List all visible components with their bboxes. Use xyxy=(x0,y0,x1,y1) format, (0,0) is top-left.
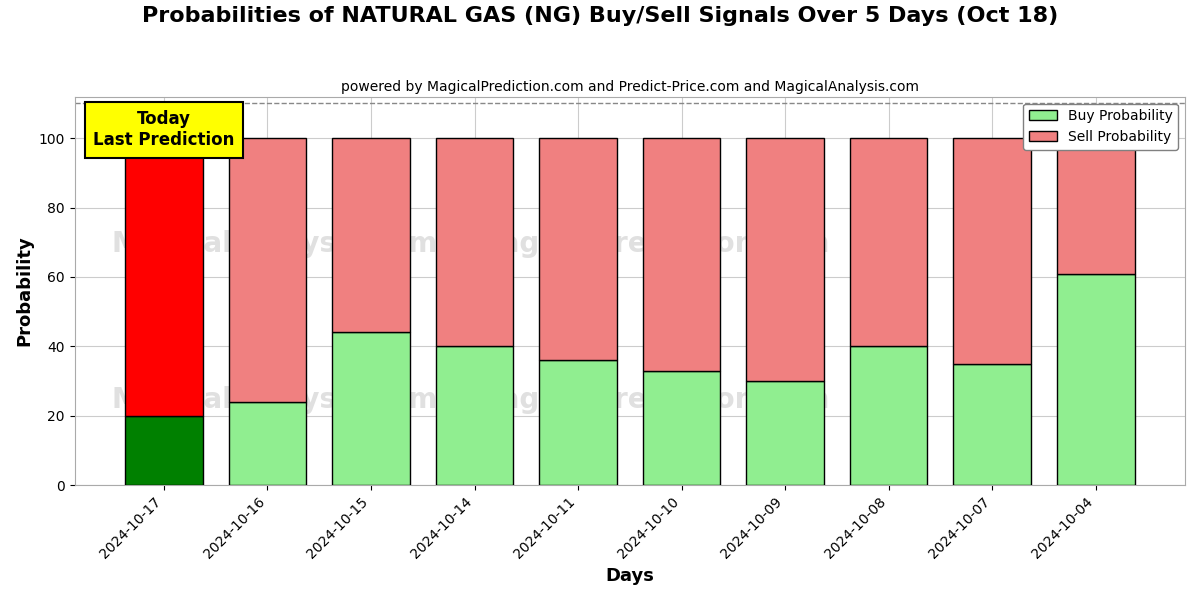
Bar xyxy=(436,346,514,485)
Bar xyxy=(332,138,410,332)
Bar xyxy=(332,332,410,485)
Bar xyxy=(436,138,514,346)
Text: MagicalPrediction.com: MagicalPrediction.com xyxy=(474,230,830,258)
Title: powered by MagicalPrediction.com and Predict-Price.com and MagicalAnalysis.com: powered by MagicalPrediction.com and Pre… xyxy=(341,80,919,94)
Text: MagicalAnalysis.com: MagicalAnalysis.com xyxy=(112,386,438,413)
X-axis label: Days: Days xyxy=(605,567,654,585)
Bar xyxy=(539,360,617,485)
Bar xyxy=(643,138,720,371)
Bar xyxy=(850,346,928,485)
Bar xyxy=(746,381,824,485)
Bar xyxy=(125,138,203,416)
Bar xyxy=(539,138,617,360)
Bar xyxy=(643,371,720,485)
Bar xyxy=(1057,138,1134,274)
Bar xyxy=(746,138,824,381)
Bar xyxy=(229,138,306,402)
Text: MagicalAnalysis.com: MagicalAnalysis.com xyxy=(112,230,438,258)
Text: MagicalPrediction.com: MagicalPrediction.com xyxy=(474,386,830,413)
Text: Probabilities of NATURAL GAS (NG) Buy/Sell Signals Over 5 Days (Oct 18): Probabilities of NATURAL GAS (NG) Buy/Se… xyxy=(142,6,1058,26)
Y-axis label: Probability: Probability xyxy=(16,235,34,346)
Bar xyxy=(1057,274,1134,485)
Bar xyxy=(953,364,1031,485)
Legend: Buy Probability, Sell Probability: Buy Probability, Sell Probability xyxy=(1024,103,1178,149)
Text: Today
Last Prediction: Today Last Prediction xyxy=(94,110,235,149)
Bar xyxy=(229,402,306,485)
Bar xyxy=(125,416,203,485)
Bar xyxy=(953,138,1031,364)
Bar xyxy=(850,138,928,346)
